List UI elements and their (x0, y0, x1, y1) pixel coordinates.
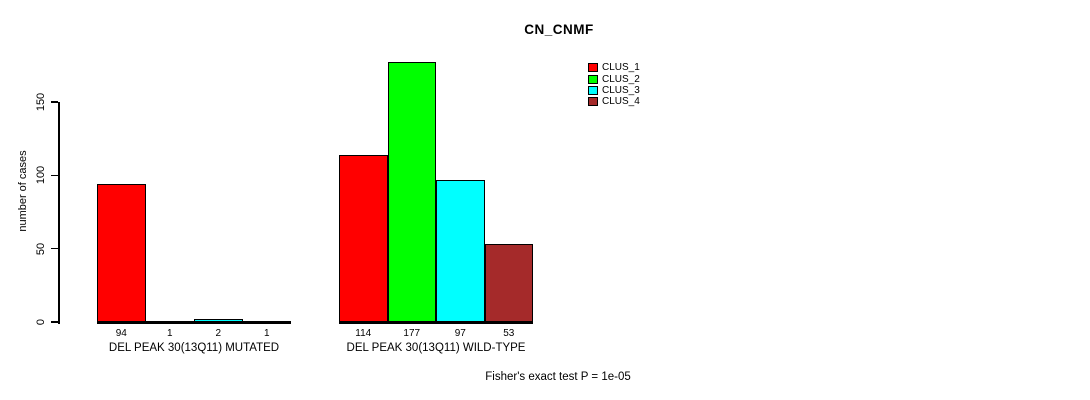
legend-swatch-icon (588, 63, 598, 73)
legend-label: CLUS_3 (602, 84, 640, 96)
bar-value-label: 97 (454, 328, 466, 339)
chart-title: CN_CNMF (524, 22, 594, 37)
legend-swatch-icon (588, 97, 598, 107)
legend-item-clus_4: CLUS_4 (588, 96, 640, 107)
bar-value-label: 2 (215, 328, 222, 339)
bar-value-label: 114 (355, 328, 372, 339)
bar-value-label: 1 (166, 328, 173, 339)
legend-item-clus_2: CLUS_2 (588, 73, 640, 85)
y-axis-tick-label: 0 (35, 318, 47, 326)
bar-value-label: 1 (263, 328, 270, 339)
category-label: DEL PEAK 30(13Q11) MUTATED (108, 342, 280, 354)
legend-label: CLUS_2 (602, 73, 640, 85)
bar-value-label: 53 (503, 328, 515, 339)
legend-item-clus_3: CLUS_3 (588, 85, 640, 96)
x-axis-baseline (97, 321, 291, 324)
y-axis-tick (51, 321, 58, 323)
bar-clus_1-group2 (339, 154, 388, 322)
bar-value-label: 94 (115, 328, 127, 339)
y-axis-tick-label: 50 (35, 242, 47, 255)
category-label: DEL PEAK 30(13Q11) WILD-TYPE (346, 342, 526, 354)
legend-label: CLUS_4 (602, 96, 640, 108)
legend-item-clus_1: CLUS_1 (588, 62, 640, 73)
y-axis-tick (51, 101, 58, 103)
bar-clus_2-group2 (387, 62, 436, 322)
fisher-test-annotation: Fisher's exact test P = 1e-05 (485, 371, 631, 383)
legend-swatch-icon (588, 74, 598, 84)
legend-swatch-icon (588, 85, 598, 95)
x-axis-baseline (339, 321, 533, 324)
bar-clus_4-group2 (484, 244, 533, 322)
y-axis-tick-label: 150 (35, 92, 47, 112)
y-axis-label: number of cases (17, 150, 29, 232)
y-axis-tick (51, 247, 58, 250)
y-axis-tick (51, 174, 58, 177)
y-axis-tick-label: 100 (35, 166, 47, 185)
y-axis-line (58, 102, 60, 324)
bar-clus_3-group2 (436, 179, 485, 322)
legend: CLUS_1 CLUS_2 CLUS_3 CLUS_4 (588, 62, 640, 108)
legend-label: CLUS_1 (602, 62, 640, 74)
bar-clus_3-group1 (194, 319, 243, 322)
bar-value-label: 177 (403, 328, 421, 339)
bar-clus_1-group1 (97, 184, 146, 322)
